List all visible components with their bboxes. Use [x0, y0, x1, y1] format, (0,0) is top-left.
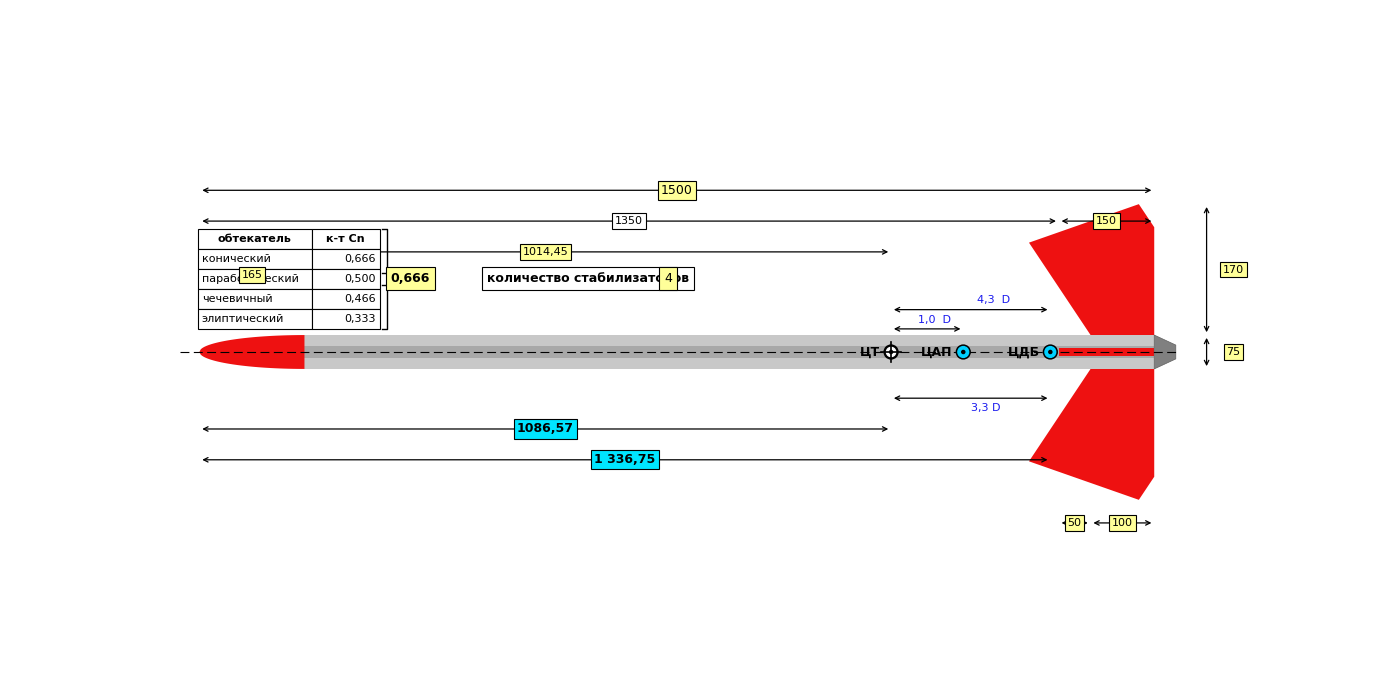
- Text: 50: 50: [1068, 518, 1082, 528]
- Bar: [198, 249, 311, 269]
- Bar: [198, 309, 311, 329]
- Bar: [311, 249, 379, 269]
- Text: 0,333: 0,333: [344, 314, 376, 324]
- Bar: [311, 229, 379, 249]
- Text: элиптический: элиптический: [202, 314, 284, 324]
- Text: к-т Сn: к-т Сn: [326, 234, 365, 244]
- Text: конический: конический: [202, 254, 271, 264]
- Bar: [311, 289, 379, 309]
- Text: ЦАП: ЦАП: [921, 345, 953, 358]
- Bar: [304, 335, 1155, 369]
- Text: 0,666: 0,666: [391, 272, 430, 285]
- Polygon shape: [1029, 204, 1155, 335]
- Text: количество стабилизаторов: количество стабилизаторов: [487, 272, 689, 285]
- Circle shape: [1046, 347, 1055, 358]
- Polygon shape: [1029, 369, 1155, 500]
- Text: 100: 100: [1112, 518, 1133, 528]
- Text: чечевичный: чечевичный: [202, 294, 272, 304]
- Text: 1350: 1350: [615, 216, 643, 226]
- Text: 1 336,75: 1 336,75: [595, 454, 656, 466]
- Text: 1500: 1500: [661, 184, 693, 197]
- Bar: [198, 289, 311, 309]
- Circle shape: [887, 347, 896, 357]
- Text: 0,500: 0,500: [344, 274, 376, 284]
- Polygon shape: [199, 335, 304, 369]
- Circle shape: [961, 351, 965, 353]
- Circle shape: [958, 347, 968, 358]
- Bar: [198, 269, 311, 289]
- Bar: [1059, 348, 1155, 356]
- Text: 3,3 D: 3,3 D: [971, 403, 1001, 413]
- Text: ЦТ: ЦТ: [860, 345, 881, 358]
- Text: 4,3  D: 4,3 D: [978, 296, 1011, 305]
- Text: 4: 4: [664, 272, 672, 285]
- Circle shape: [884, 345, 898, 359]
- Text: 170: 170: [1223, 265, 1245, 274]
- Text: 1,0  D: 1,0 D: [918, 315, 952, 325]
- Text: обтекатель: обтекатель: [219, 234, 292, 244]
- Text: ЦДБ: ЦДБ: [1007, 345, 1040, 358]
- Text: параболический: параболический: [202, 274, 299, 284]
- Circle shape: [1043, 345, 1057, 359]
- Text: 165: 165: [242, 270, 263, 280]
- Bar: [311, 269, 379, 289]
- Bar: [311, 309, 379, 329]
- Bar: [304, 346, 1155, 358]
- Circle shape: [889, 351, 892, 353]
- Text: 1014,45: 1014,45: [523, 247, 568, 257]
- Polygon shape: [1155, 335, 1176, 369]
- Circle shape: [1048, 351, 1052, 353]
- Text: 1086,57: 1086,57: [517, 422, 574, 435]
- Text: 150: 150: [1095, 216, 1117, 226]
- Text: 0,666: 0,666: [344, 254, 376, 264]
- Text: 0,466: 0,466: [344, 294, 376, 304]
- Bar: [198, 229, 311, 249]
- Text: 75: 75: [1227, 347, 1241, 357]
- Circle shape: [956, 345, 971, 359]
